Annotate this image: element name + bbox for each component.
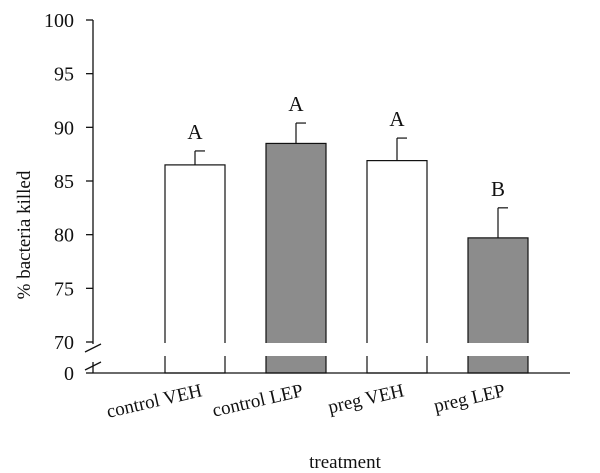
bars-layer	[150, 122, 550, 374]
y-tick-label-100: 100	[44, 10, 74, 32]
bar-preg-veh	[366, 160, 428, 374]
category-label-1: control VEH	[105, 380, 205, 422]
category-label-4: preg LEP	[432, 380, 507, 417]
y-tick-label-90: 90	[54, 117, 74, 139]
significance-letter-2: A	[288, 92, 304, 116]
significance-letter-3: A	[389, 107, 405, 131]
axis-break-gap	[150, 343, 550, 356]
axis-break-mark-lower	[84, 361, 102, 371]
y-axis-title: % bacteria killed	[14, 170, 35, 299]
y-tick-label-70: 70	[54, 332, 74, 354]
axis-break-mark-upper	[84, 343, 102, 353]
x-axis-title: treatment	[309, 452, 381, 473]
y-tick-label-85: 85	[54, 171, 74, 193]
axes-layer	[84, 19, 570, 374]
bar-control-lep	[265, 142, 327, 374]
bar-control-veh	[164, 164, 226, 374]
significance-letter-1: A	[187, 120, 203, 144]
category-label-3: preg VEH	[326, 380, 406, 418]
category-label-2: control LEP	[210, 380, 305, 421]
y-tick-label-75: 75	[54, 278, 74, 300]
y-tick-label-80: 80	[54, 225, 74, 247]
significance-letter-4: B	[491, 177, 505, 201]
y-tick-label-95: 95	[54, 64, 74, 86]
y-tick-label-0: 0	[64, 363, 74, 385]
